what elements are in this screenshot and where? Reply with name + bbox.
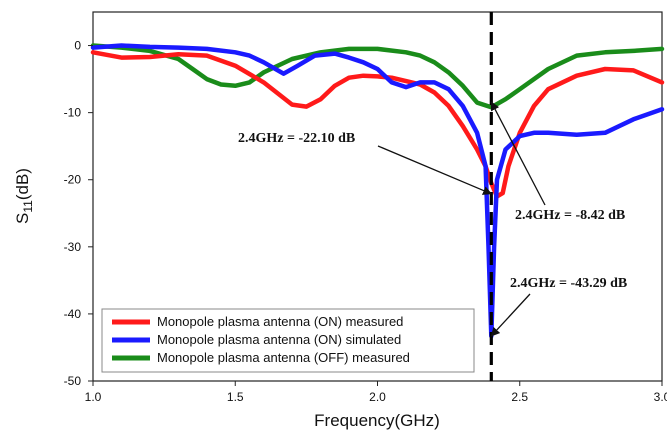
y-axis-title-sub: 11	[21, 200, 35, 213]
annotation-off-measured-arrow	[490, 101, 546, 206]
series-line-on-simulated	[90, 43, 665, 339]
legend: Monopole plasma antenna (ON) measured Mo…	[101, 308, 475, 373]
x-tick-label: 2.0	[369, 390, 386, 404]
x-tick-label: 3.0	[654, 390, 667, 404]
x-tick-label: 1.0	[85, 390, 102, 404]
annotation-layer: 2.4GHz = -22.10 dB 2.4GHz = -8.42 dB 2.4GH…	[238, 101, 627, 337]
y-axis-title-unit: (dB)	[13, 168, 32, 200]
series-layer	[90, 43, 665, 339]
y-axis-title-main: S	[13, 213, 32, 224]
y-tick-label: -20	[64, 173, 82, 187]
legend-box	[101, 308, 475, 373]
y-axis-title: S11(dB)	[13, 168, 35, 224]
annotation-on-measured-label: 2.4GHz = -22.10 dB	[238, 131, 355, 146]
y-tick-label: -40	[64, 307, 82, 321]
series-line-off-measured	[90, 43, 665, 110]
x-tick-label: 1.5	[227, 390, 244, 404]
y-tick-label: 0	[74, 39, 81, 53]
annotation-on-simulated-arrow	[490, 293, 531, 337]
x-axis-ticks: 1.0 1.5 2.0 2.5 3.0	[85, 381, 667, 404]
legend-label-on-measured: Monopole plasma antenna (ON) measured	[157, 314, 403, 329]
legend-label-on-simulated: Monopole plasma antenna (ON) simulated	[157, 332, 401, 347]
y-tick-label: -50	[64, 374, 82, 388]
y-tick-label: -30	[64, 240, 82, 254]
x-axis-title: Frequency(GHz)	[314, 411, 440, 430]
x-tick-label: 2.5	[511, 390, 528, 404]
annotation-off-measured-label: 2.4GHz = -8.42 dB	[515, 208, 625, 223]
y-tick-label: -10	[64, 106, 82, 120]
y-axis-ticks: 0 -10 -20 -30 -40 -50	[64, 39, 93, 388]
annotation-on-measured-arrow	[377, 145, 493, 195]
legend-label-off-measured: Monopole plasma antenna (OFF) measured	[157, 350, 410, 365]
annotation-on-simulated-label: 2.4GHz = -43.29 dB	[510, 276, 627, 291]
